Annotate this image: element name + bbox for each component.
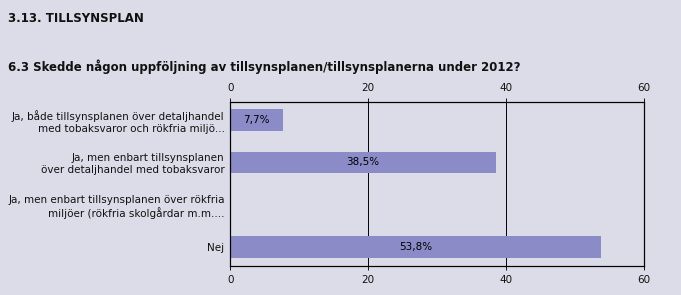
Text: 6.3 Skedde någon uppföljning av tillsynsplanen/tillsynsplanerna under 2012?: 6.3 Skedde någon uppföljning av tillsyns… xyxy=(8,59,521,73)
Text: 3.13. TILLSYNSPLAN: 3.13. TILLSYNSPLAN xyxy=(8,12,144,25)
Text: 53,8%: 53,8% xyxy=(399,242,432,252)
Bar xyxy=(230,236,601,258)
Bar xyxy=(230,109,283,131)
Text: 38,5%: 38,5% xyxy=(347,158,379,168)
Text: 7,7%: 7,7% xyxy=(244,115,270,125)
Bar xyxy=(230,152,496,173)
